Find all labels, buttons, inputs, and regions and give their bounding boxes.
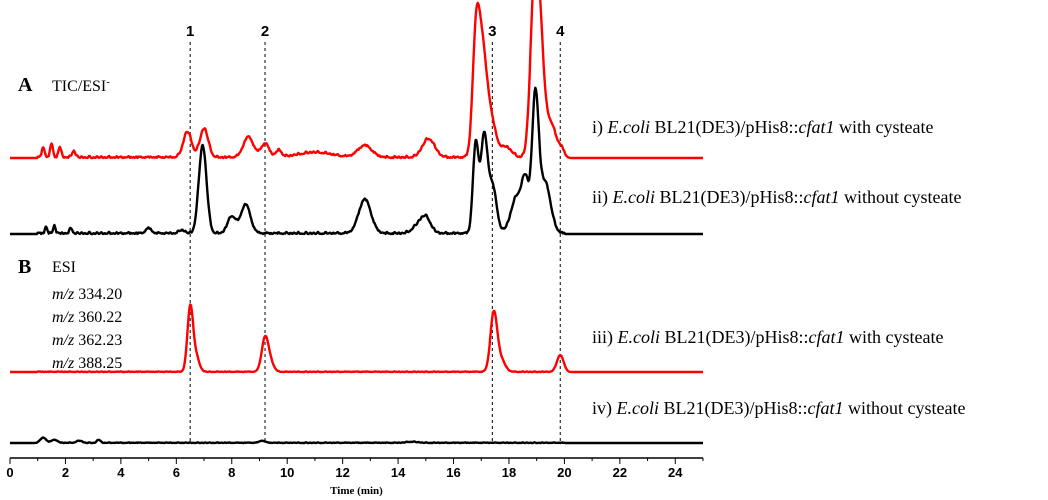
x-tick-label: 10 xyxy=(280,465,294,480)
x-tick-label: 2 xyxy=(62,465,69,480)
panel-letter: A xyxy=(18,74,33,96)
mz-label: m/z 334.20 xyxy=(52,286,122,303)
trace-label-2: ii) E.coli BL21(DE3)/pHis8::cfat1 withou… xyxy=(592,187,961,208)
x-tick-label: 22 xyxy=(613,465,627,480)
trace-group xyxy=(9,0,704,445)
peak-marker-label: 2 xyxy=(261,23,269,40)
trace-line-1 xyxy=(9,0,704,160)
mz-label: m/z 388.25 xyxy=(52,355,122,372)
panel-labels: A TIC/ESI- B ESI m/z 334.20 m/z 360.22 m/z 362… xyxy=(18,74,122,372)
mz-label: m/z 362.23 xyxy=(52,332,122,349)
trace-line-2 xyxy=(9,86,704,236)
trace-label-1: i) E.coli BL21(DE3)/pHis8::cfat1 with cy… xyxy=(592,117,933,138)
x-axis-title: Time (min) xyxy=(330,485,383,497)
x-tick-label: 12 xyxy=(335,465,349,480)
mz-label: m/z 360.22 xyxy=(52,309,122,326)
x-tick-label: 0 xyxy=(6,465,13,480)
trace-label-4: iv) E.coli BL21(DE3)/pHis8::cfat1 withou… xyxy=(592,398,965,419)
peak-marker-label: 4 xyxy=(556,23,565,40)
x-tick-label: 8 xyxy=(228,465,235,480)
peak-marker-label: 1 xyxy=(186,23,194,40)
x-tick-label: 16 xyxy=(446,465,460,480)
trace-line-4 xyxy=(9,436,704,445)
panel-label: ESI xyxy=(52,259,76,276)
x-tick-label: 6 xyxy=(173,465,180,480)
x-tick-label: 14 xyxy=(391,465,406,480)
panel-letter: B xyxy=(18,256,31,278)
trace-label-3: iii) E.coli BL21(DE3)/pHis8::cfat1 with … xyxy=(592,327,943,348)
panel-label: TIC/ESI- xyxy=(52,76,110,95)
trace-labels: i) E.coli BL21(DE3)/pHis8::cfat1 with cy… xyxy=(592,117,965,419)
trace-line-3 xyxy=(9,303,704,374)
peak-markers: 1 2 3 4 xyxy=(186,23,565,444)
x-tick-label: 4 xyxy=(117,465,125,480)
x-tick-label: 20 xyxy=(557,465,571,480)
x-tick-label: 24 xyxy=(668,465,683,480)
x-tick-label: 18 xyxy=(502,465,516,480)
peak-marker-label: 3 xyxy=(488,23,496,40)
